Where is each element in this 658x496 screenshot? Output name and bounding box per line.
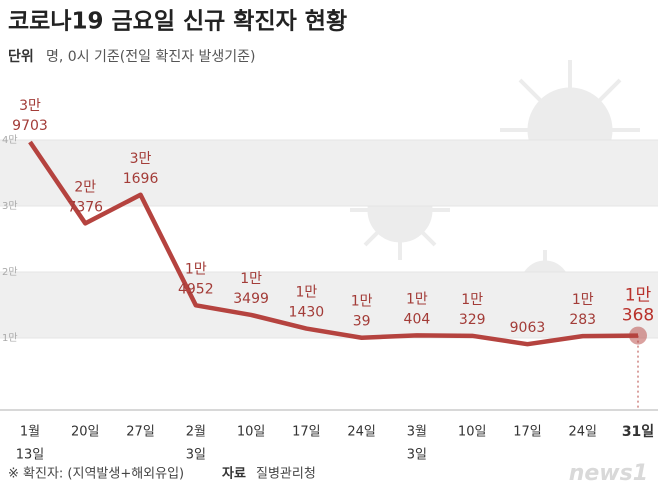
value-label: 3만 bbox=[19, 98, 41, 114]
value-label: 1430 bbox=[289, 305, 325, 321]
logo: news1 bbox=[569, 461, 648, 486]
value-label: 1만 bbox=[240, 271, 262, 287]
value-label: 1696 bbox=[123, 171, 159, 187]
value-label: 404 bbox=[404, 311, 431, 327]
value-label: 1만 bbox=[461, 292, 483, 308]
grid-bands bbox=[0, 140, 658, 338]
x-tick-label: 3일 bbox=[186, 448, 206, 463]
value-label: 283 bbox=[569, 312, 596, 328]
source-label: 자료 bbox=[222, 467, 246, 482]
value-label: 368 bbox=[622, 306, 654, 326]
grid-band bbox=[0, 140, 658, 206]
value-label: 1만 bbox=[185, 261, 207, 277]
x-tick-label: 24일 bbox=[347, 425, 376, 440]
point bbox=[629, 326, 647, 345]
x-tick-label: 1월 bbox=[20, 425, 40, 440]
x-tick-label: 13일 bbox=[16, 448, 45, 463]
y-tick-label: 2만 bbox=[2, 266, 18, 278]
source: 질병관리청 bbox=[256, 467, 316, 482]
x-tick-label: 24일 bbox=[568, 425, 597, 440]
x-tick-label: 31일 bbox=[622, 424, 654, 440]
x-tick-label: 27일 bbox=[126, 425, 155, 440]
value-label: 1만 bbox=[406, 291, 428, 307]
value-label: 1만 bbox=[351, 294, 373, 310]
x-tick-label: 10일 bbox=[237, 425, 266, 440]
value-label: 9063 bbox=[510, 320, 546, 336]
footnote: ※ 확진자: (지역발생+해외유입) bbox=[8, 467, 184, 482]
value-label: 39 bbox=[353, 314, 371, 330]
y-tick-label: 1만 bbox=[2, 332, 18, 344]
y-tick-label: 4만 bbox=[2, 134, 18, 146]
x-tick-label: 2월 bbox=[186, 425, 206, 440]
subtitle-label: 단위 bbox=[8, 48, 34, 65]
chart-title: 코로나19 금요일 신규 확진자 현황 bbox=[8, 9, 347, 35]
value-label: 2만 bbox=[74, 179, 96, 195]
x-tick-label: 20일 bbox=[71, 425, 100, 440]
value-label: 3499 bbox=[233, 291, 269, 307]
line bbox=[28, 140, 639, 347]
value-label: 7376 bbox=[67, 199, 103, 215]
value-label: 9703 bbox=[12, 118, 48, 134]
value-label: 4952 bbox=[178, 281, 214, 297]
value-label: 1만 bbox=[572, 292, 594, 308]
grid-band bbox=[0, 272, 658, 338]
x-tick-label: 3월 bbox=[407, 425, 427, 440]
value-label: 1만 bbox=[625, 286, 652, 306]
x-tick-label: 17일 bbox=[292, 425, 321, 440]
x-tick-label: 17일 bbox=[513, 425, 542, 440]
y-tick-label: 3만 bbox=[2, 200, 18, 212]
value-label: 1만 bbox=[295, 285, 317, 301]
subtitle: 명, 0시 기준(전일 확진자 발생기준) bbox=[46, 49, 256, 65]
value-label: 329 bbox=[459, 312, 486, 328]
x-tick-label: 10일 bbox=[458, 425, 487, 440]
value-label: 3만 bbox=[130, 151, 152, 167]
x-tick-label: 3일 bbox=[407, 448, 427, 463]
